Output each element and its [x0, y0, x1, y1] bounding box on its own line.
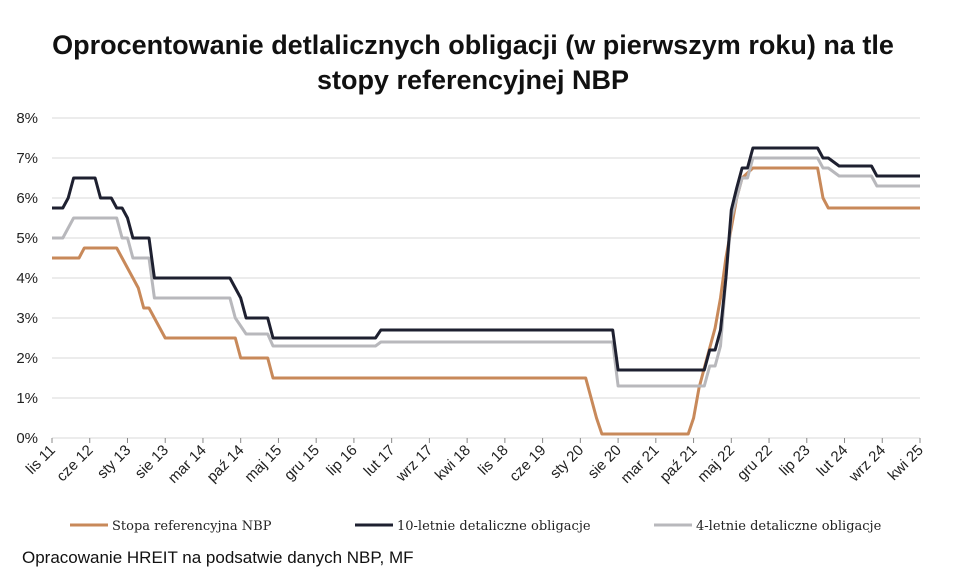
x-tick-label: kwi 25	[885, 442, 927, 484]
x-tick-label: cze 19	[506, 442, 549, 485]
x-tick-label: kwi 18	[432, 442, 474, 484]
chart-title-line-2: stopy referencyjnej NBP	[316, 65, 630, 95]
x-tick-label: mar 21	[618, 442, 663, 487]
x-tick-label: lip 23	[776, 442, 813, 479]
x-tick-label: sty 13	[94, 442, 134, 482]
y-tick-label: 5%	[16, 230, 38, 247]
legend-label-four: 4-letnie detaliczne obligacje	[696, 519, 882, 534]
y-tick-label: 6%	[16, 190, 38, 207]
x-tick-label: maj 15	[241, 442, 285, 486]
x-tick-label: lip 16	[323, 442, 360, 479]
y-tick-label: 2%	[16, 350, 38, 367]
chart-title: Oprocentowanie detlalicznych obligacji (…	[0, 28, 946, 98]
legend-label-ref: Stopa referencyjna NBP	[112, 519, 272, 534]
y-tick-label: 3%	[16, 310, 38, 327]
legend-label-ten: 10-letnie detaliczne obligacje	[397, 519, 591, 534]
x-tick-label: wrz 17	[392, 442, 436, 486]
source-note: Opracowanie HREIT na podsatwie danych NB…	[22, 548, 414, 567]
x-tick-label: sty 20	[547, 442, 587, 482]
x-tick-label: paź 14	[204, 442, 248, 486]
series-line-ref	[52, 166, 920, 436]
x-tick-label: paź 21	[657, 442, 701, 486]
x-tick-label: maj 22	[694, 442, 738, 486]
y-tick-label: 8%	[16, 110, 38, 127]
x-tick-label: mar 14	[165, 442, 210, 487]
y-tick-label: 0%	[16, 430, 38, 447]
y-tick-label: 7%	[16, 150, 38, 167]
x-tick-label: gru 22	[734, 442, 776, 484]
x-tick-label: wrz 24	[845, 442, 889, 486]
x-tick-label: gru 15	[281, 442, 323, 484]
chart-title-line-1: Oprocentowanie detlalicznych obligacji (…	[52, 30, 894, 60]
series-line-ten	[52, 146, 920, 372]
y-tick-label: 1%	[16, 390, 38, 407]
x-tick-label: cze 12	[53, 442, 96, 485]
y-tick-label: 4%	[16, 270, 38, 287]
series-line-four	[52, 156, 920, 388]
